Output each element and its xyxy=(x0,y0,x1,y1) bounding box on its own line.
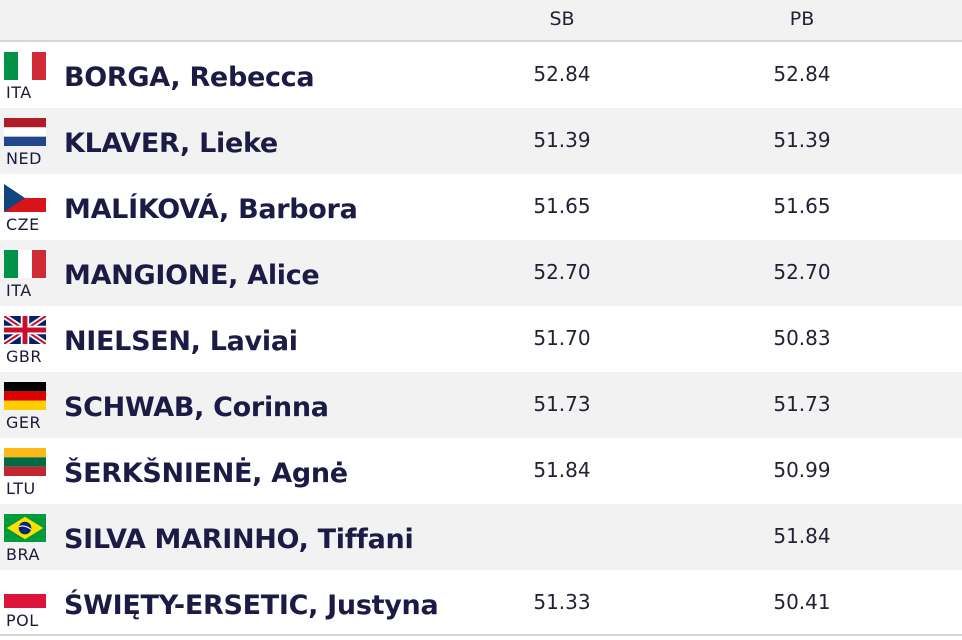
personal-best: 51.39 xyxy=(773,128,831,152)
personal-best: 51.65 xyxy=(773,194,831,218)
athlete-name[interactable]: MANGIONE, Alice xyxy=(64,260,320,291)
netherlands-flag-icon xyxy=(4,118,46,146)
personal-best: 52.84 xyxy=(773,62,831,86)
table-row[interactable]: CZE MALÍKOVÁ, Barbora 51.65 51.65 xyxy=(0,174,962,240)
lithuania-flag-icon xyxy=(4,448,46,476)
personal-best: 50.41 xyxy=(773,590,831,614)
table-row[interactable]: NED KLAVER, Lieke 51.39 51.39 xyxy=(0,108,962,174)
season-best: 51.33 xyxy=(533,590,591,614)
column-header-pb[interactable]: PB xyxy=(789,8,815,30)
personal-best: 52.70 xyxy=(773,260,831,284)
athlete-name[interactable]: SCHWAB, Corinna xyxy=(64,392,329,423)
season-best: 52.70 xyxy=(533,260,591,284)
italy-flag-icon xyxy=(4,52,46,80)
athlete-name[interactable]: BORGA, Rebecca xyxy=(64,62,315,93)
table-row[interactable]: BRA SILVA MARINHO, Tiffani 51.84 xyxy=(0,504,962,570)
athlete-name[interactable]: KLAVER, Lieke xyxy=(64,128,278,159)
table-row[interactable]: GER SCHWAB, Corinna 51.73 51.73 xyxy=(0,372,962,438)
column-header-sb[interactable]: SB xyxy=(549,8,575,30)
personal-best: 51.84 xyxy=(773,524,831,548)
athlete-name[interactable]: ŠERKŠNIENĖ, Agnė xyxy=(64,458,348,489)
country-code: ITA xyxy=(6,83,32,102)
country-code: GER xyxy=(6,413,42,432)
table-row[interactable]: LTU ŠERKŠNIENĖ, Agnė 51.84 50.99 xyxy=(0,438,962,504)
table-row[interactable]: ITA MANGIONE, Alice 52.70 52.70 xyxy=(0,240,962,306)
athlete-name[interactable]: MALÍKOVÁ, Barbora xyxy=(64,194,358,225)
brazil-flag-icon xyxy=(4,514,46,542)
table-row[interactable]: POL ŚWIĘTY-ERSETIC, Justyna 51.33 50.41 xyxy=(0,570,962,636)
uk-flag-icon xyxy=(4,316,46,344)
country-code: CZE xyxy=(6,215,40,234)
athlete-name[interactable]: NIELSEN, Laviai xyxy=(64,326,298,357)
personal-best: 51.73 xyxy=(773,392,831,416)
season-best: 51.84 xyxy=(533,458,591,482)
table-body: ITA BORGA, Rebecca 52.84 52.84 NED KLAVE… xyxy=(0,42,962,636)
country-code: NED xyxy=(6,149,42,168)
season-best: 51.73 xyxy=(533,392,591,416)
country-code: ITA xyxy=(6,281,32,300)
athlete-name[interactable]: SILVA MARINHO, Tiffani xyxy=(64,524,414,555)
personal-best: 50.83 xyxy=(773,326,831,350)
season-best: 51.65 xyxy=(533,194,591,218)
country-code: GBR xyxy=(6,347,42,366)
poland-flag-icon xyxy=(4,580,46,608)
table-row[interactable]: ITA BORGA, Rebecca 52.84 52.84 xyxy=(0,42,962,108)
season-best: 52.84 xyxy=(533,62,591,86)
country-code: POL xyxy=(6,611,39,630)
country-code: BRA xyxy=(6,545,40,564)
italy-flag-icon xyxy=(4,250,46,278)
table-row[interactable]: GBR NIELSEN, Laviai 51.70 50.83 xyxy=(0,306,962,372)
country-code: LTU xyxy=(6,479,36,498)
season-best: 51.70 xyxy=(533,326,591,350)
germany-flag-icon xyxy=(4,382,46,410)
czechia-flag-icon xyxy=(4,184,46,212)
season-best: 51.39 xyxy=(533,128,591,152)
athlete-name[interactable]: ŚWIĘTY-ERSETIC, Justyna xyxy=(64,590,439,621)
table-header: SB PB xyxy=(0,0,962,42)
personal-best: 50.99 xyxy=(773,458,831,482)
